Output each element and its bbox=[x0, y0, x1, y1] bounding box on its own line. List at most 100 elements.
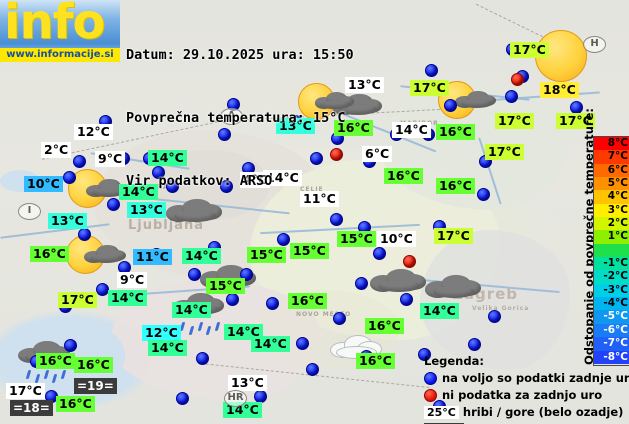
temperature-label: 14°C bbox=[172, 302, 211, 318]
color-scale-row: 5°C bbox=[594, 177, 629, 191]
temperature-label: 13°C bbox=[48, 213, 87, 229]
station-dot[interactable] bbox=[266, 297, 279, 310]
temperature-label: 14°C bbox=[420, 303, 459, 319]
station-dot[interactable] bbox=[63, 171, 76, 184]
site-logo[interactable]: info www.informacije.si bbox=[0, 0, 120, 62]
station-dot[interactable] bbox=[488, 310, 501, 323]
station-dot-no-data[interactable] bbox=[330, 148, 343, 161]
station-dot[interactable] bbox=[477, 188, 490, 201]
station-dot[interactable] bbox=[310, 152, 323, 165]
temperature-label: 17°C bbox=[58, 292, 97, 308]
station-dot[interactable] bbox=[220, 180, 233, 193]
cloud-icon bbox=[166, 192, 228, 237]
temperature-label: 14°C bbox=[148, 150, 187, 166]
mountain-temperature-label: 9°C bbox=[117, 272, 148, 288]
color-scale-bar: 8°C 7°C 6°C 5°C 4°C 3°C 2°C 1°C -1°C -2°C -3°C -4°C… bbox=[593, 136, 629, 366]
color-scale: Odstopanje od povprečne temperature: 8°C… bbox=[566, 108, 629, 367]
legend-sample-chip: 25°C bbox=[424, 405, 459, 419]
mountain-temperature-label: 17°C bbox=[6, 383, 45, 399]
color-scale-row: 3°C bbox=[594, 203, 629, 218]
temperature-label: 12°C bbox=[142, 325, 181, 341]
color-scale-row bbox=[594, 243, 629, 258]
country-marker-a: A bbox=[220, 108, 243, 125]
station-dot[interactable] bbox=[355, 277, 368, 290]
station-dot[interactable] bbox=[468, 338, 481, 351]
temperature-label: 17°C bbox=[485, 144, 524, 160]
country-marker-hr: HR bbox=[224, 390, 247, 407]
station-dot[interactable] bbox=[296, 337, 309, 350]
station-dot[interactable] bbox=[226, 293, 239, 306]
color-scale-row: -3°C bbox=[594, 283, 629, 298]
temperature-label: 16°C bbox=[384, 168, 423, 184]
station-dot[interactable] bbox=[425, 64, 438, 77]
station-dot[interactable] bbox=[444, 99, 457, 112]
mountain-temperature-label: 6°C bbox=[362, 146, 393, 162]
temperature-label: 16°C bbox=[36, 353, 75, 369]
station-dot[interactable] bbox=[400, 293, 413, 306]
station-dot[interactable] bbox=[330, 213, 343, 226]
city-label: NOVO MESTO bbox=[296, 311, 352, 318]
station-dot[interactable] bbox=[73, 155, 86, 168]
color-scale-row: -1°C bbox=[594, 257, 629, 271]
station-dot-no-data[interactable] bbox=[511, 73, 524, 86]
legend: Legenda: na voljo so podatki zadnje ure n… bbox=[424, 354, 629, 424]
color-scale-row: -8°C bbox=[594, 350, 629, 364]
legend-sample-chip: =25= bbox=[424, 422, 464, 424]
station-dot[interactable] bbox=[176, 392, 189, 405]
station-dot[interactable] bbox=[418, 348, 431, 361]
station-dot[interactable] bbox=[152, 166, 165, 179]
station-dot[interactable] bbox=[240, 268, 253, 281]
temperature-label: 11°C bbox=[133, 249, 172, 265]
legend-item: na voljo so podatki zadnje ure bbox=[424, 370, 629, 386]
raindrop-icon bbox=[60, 370, 67, 380]
station-dot[interactable] bbox=[78, 228, 91, 241]
color-scale-row: 1°C bbox=[594, 230, 629, 244]
station-dot[interactable] bbox=[373, 247, 386, 260]
station-dot[interactable] bbox=[64, 339, 77, 352]
station-dot[interactable] bbox=[277, 233, 290, 246]
cloud-light-icon bbox=[330, 333, 383, 364]
temperature-label: 16°C bbox=[356, 353, 395, 369]
color-scale-row: -5°C bbox=[594, 310, 629, 324]
sea-temperature-label: =19= bbox=[74, 378, 117, 394]
country-marker-i: I bbox=[18, 203, 41, 220]
legend-item-label: hribi / gore (belo ozadje) bbox=[462, 405, 624, 419]
legend-item: =25= temp. morja (temno ozadje) bbox=[424, 421, 629, 424]
city-label: Ljubljana bbox=[128, 218, 205, 233]
station-dot[interactable] bbox=[166, 180, 179, 193]
mountain-temperature-label: 13°C bbox=[345, 77, 384, 93]
mountain-temperature-label: 10°C bbox=[377, 231, 416, 247]
station-dot[interactable] bbox=[188, 268, 201, 281]
sun-cloud-icon bbox=[68, 166, 129, 209]
temperature-label: 16°C bbox=[30, 246, 69, 262]
city-label: CELJE bbox=[300, 186, 324, 193]
sun-cloud-icon bbox=[298, 80, 355, 120]
station-dot[interactable] bbox=[96, 283, 109, 296]
color-scale-row: -2°C bbox=[594, 270, 629, 284]
temperature-label: 15°C bbox=[247, 247, 286, 263]
station-dot[interactable] bbox=[107, 198, 120, 211]
color-scale-row: 8°C bbox=[594, 137, 629, 151]
station-dot[interactable] bbox=[218, 128, 231, 141]
station-dot[interactable] bbox=[196, 352, 209, 365]
cloud-icon bbox=[425, 271, 482, 305]
cloud-lt-icon bbox=[330, 330, 386, 370]
country-marker-h: H bbox=[583, 36, 606, 53]
terrain-shape bbox=[420, 230, 570, 370]
temperature-label: 17°C bbox=[510, 42, 549, 58]
legend-item-label: ni podatka za zadnjo uro bbox=[442, 388, 603, 402]
temperature-label: 17°C bbox=[495, 113, 534, 129]
station-dot[interactable] bbox=[306, 363, 319, 376]
legend-rows: na voljo so podatki zadnje ure ni podatka… bbox=[424, 370, 629, 424]
station-dot[interactable] bbox=[333, 312, 346, 325]
temperature-label: 16°C bbox=[288, 293, 327, 309]
mountain-temperature-label: 4°C bbox=[240, 172, 271, 188]
temperature-label: 17°C bbox=[410, 80, 449, 96]
station-dot-no-data[interactable] bbox=[403, 255, 416, 268]
mountain-temperature-label: 14°C bbox=[263, 170, 302, 186]
temperature-label: 17°C bbox=[434, 228, 473, 244]
temperature-label: 15°C bbox=[206, 278, 245, 294]
raindrop-icon bbox=[197, 322, 203, 332]
temperature-label: 14°C bbox=[251, 336, 290, 352]
station-dot[interactable] bbox=[505, 90, 518, 103]
